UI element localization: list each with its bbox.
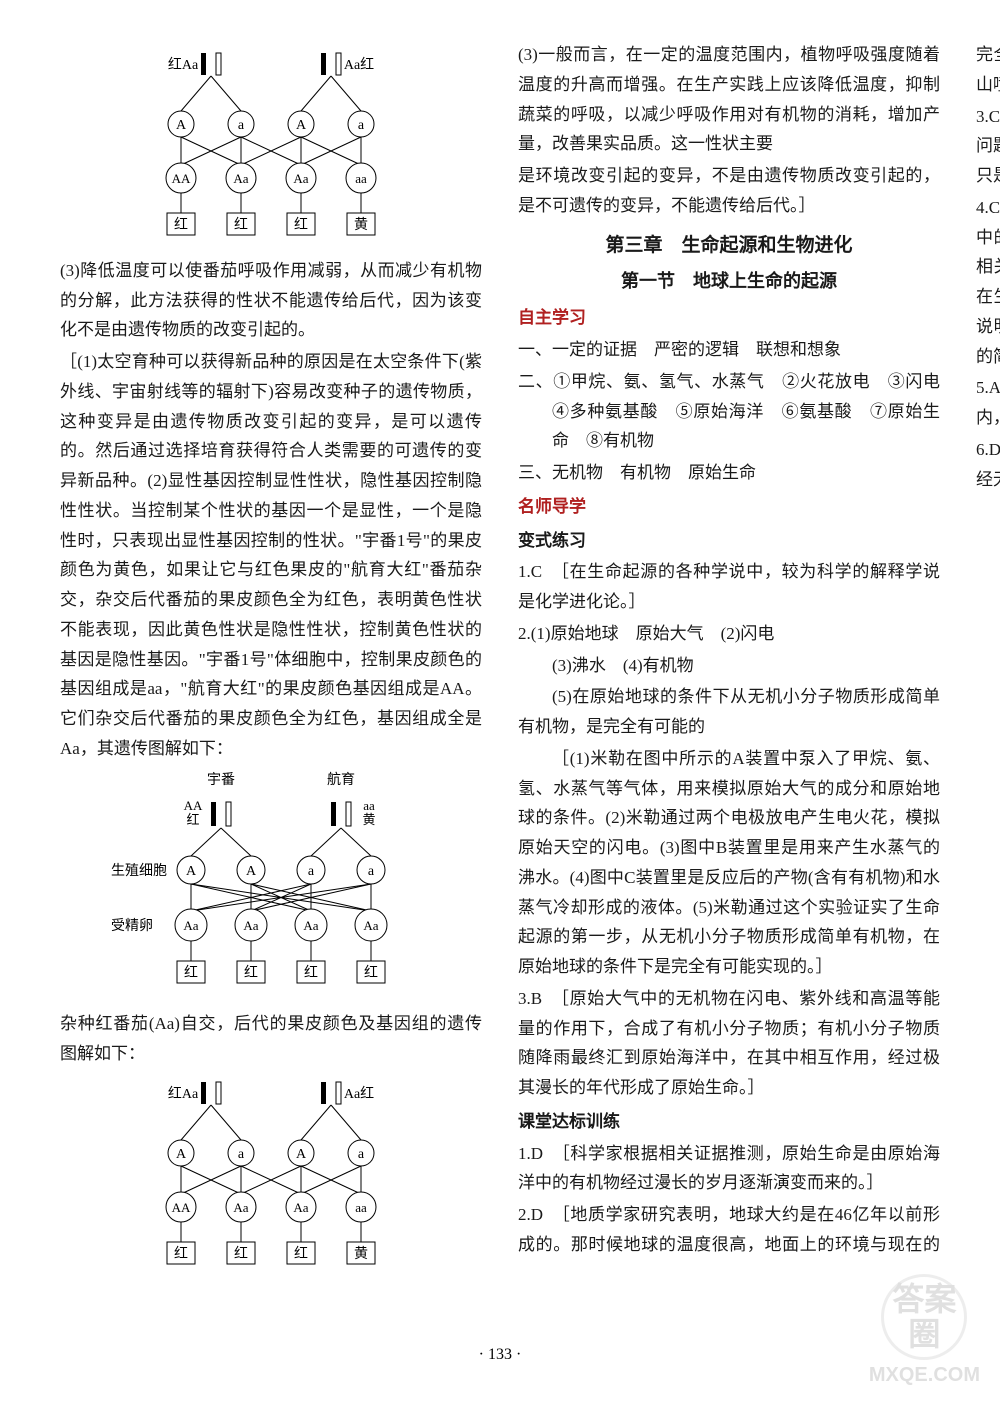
svg-text:aa: aa	[355, 171, 367, 186]
kt-3: 3.C ［科学的推断要根据自己已有的知识和生活经验对问题的答案作出假设。A、B、…	[976, 102, 1000, 191]
svg-text:a: a	[308, 864, 315, 879]
kt-1: 1.D ［科学家根据相关证据推测，原始生命是由原始海洋中的有机物经过漫长的岁月逐…	[518, 1139, 940, 1199]
diagram-1: 红AaAa红AaAaAA红Aa红Aa红aa黄	[60, 46, 482, 246]
diagram-3: 红AaAa红AaAaAA红Aa红Aa红aa黄	[60, 1075, 482, 1275]
svg-text:A: A	[296, 118, 307, 133]
svg-text:宇番: 宇番	[207, 772, 235, 788]
para-1: (3)降低温度可以使番茄呼吸作用减弱，从而减少有机物的分解，此方法获得的性状不能…	[60, 256, 482, 345]
svg-text:受精卵: 受精卵	[111, 918, 153, 934]
kt-6: 6.D ［生命的起源是个漫长的过程，当时的地球条件已经无法再现。科学家推测，原始…	[976, 435, 1000, 495]
svg-text:红Aa: 红Aa	[168, 1086, 199, 1102]
zizhu-1: 一、一定的证据 严密的逻辑 联想和想象	[518, 335, 940, 365]
svg-text:航育: 航育	[327, 772, 355, 788]
svg-text:A: A	[246, 864, 257, 879]
svg-text:红: 红	[364, 965, 378, 981]
svg-text:黄: 黄	[354, 1245, 368, 1262]
zizhu-2: 二、①甲烷、氨、氢气、水蒸气 ②火花放电 ③闪电 ④多种氨基酸 ⑤原始海洋 ⑥氨…	[518, 367, 940, 456]
svg-text:Aa红: Aa红	[344, 1086, 374, 1102]
svg-text:红: 红	[174, 217, 188, 233]
svg-text:AA: AA	[172, 171, 191, 186]
svg-text:a: a	[358, 1147, 365, 1162]
section-title: 第一节 地球上生命的起源	[518, 266, 940, 298]
svg-text:a: a	[358, 118, 365, 133]
page-number: · 133 ·	[0, 1346, 1000, 1364]
bs-2b: (3)沸水 (4)有机物	[518, 651, 940, 681]
svg-text:红: 红	[184, 965, 198, 981]
kt-4: 4.C ［化学起源学说认为生命起源于非生命物质，而题中的资料记载陨石中除含有大量…	[976, 193, 1000, 372]
svg-text:a: a	[238, 118, 245, 133]
watermark: 答案圈 MXQE.COM	[869, 1274, 980, 1386]
bs-3: 3.B ［原始大气中的无机物在闪电、紫外线和高温等能量的作用下，合成了有机小分子…	[518, 984, 940, 1103]
svg-text:红: 红	[294, 217, 308, 233]
svg-text:Aa: Aa	[303, 918, 318, 933]
svg-text:A: A	[176, 1147, 187, 1162]
svg-text:红: 红	[234, 1246, 248, 1262]
svg-text:Aa: Aa	[243, 918, 258, 933]
right-continuation: 是环境改变引起的变异，不是由遗传物质改变引起的，是不可遗传的变异，不能遗传给后代…	[518, 161, 940, 221]
svg-text:Aa: Aa	[233, 171, 248, 186]
watermark-sub: MXQE.COM	[869, 1364, 980, 1386]
bs-2a: 2.(1)原始地球 原始大气 (2)闪电	[518, 619, 940, 649]
svg-text:红Aa: 红Aa	[168, 57, 199, 73]
svg-text:A: A	[296, 1147, 307, 1162]
heading-bianshi: 变式练习	[518, 526, 940, 556]
heading-ketang: 课堂达标训练	[518, 1107, 940, 1137]
svg-text:Aa红: Aa红	[344, 57, 374, 73]
kt-5: 5.A ［根据试题的描述可知，古老沉积物存在于温泉内，说明最初的生命可能是在陆地…	[976, 373, 1000, 433]
svg-text:Aa: Aa	[363, 918, 378, 933]
svg-text:Aa: Aa	[293, 1200, 308, 1215]
para-4: (3)一般而言，在一定的温度范围内，植物呼吸强度随着温度的升高而增强。在生产实践…	[518, 40, 940, 159]
svg-text:生殖细胞: 生殖细胞	[111, 862, 167, 879]
chapter-title: 第三章 生命起源和生物进化	[518, 229, 940, 262]
svg-text:红: 红	[174, 1246, 188, 1262]
svg-text:红: 红	[234, 217, 248, 233]
para-2: ［(1)太空育种可以获得新品种的原因是在太空条件下(紫外线、宇宙射线等的辐射下)…	[60, 347, 482, 764]
zizhu-3: 三、无机物 有机物 原始生命	[518, 458, 940, 488]
svg-text:AA: AA	[172, 1200, 191, 1215]
svg-text:aa: aa	[363, 798, 375, 813]
diagram-2: 宇番航育AA红aa黄生殖细胞AAaa受精卵Aa红Aa红Aa红Aa红	[60, 770, 482, 1000]
svg-text:Aa: Aa	[293, 171, 308, 186]
svg-text:红: 红	[186, 812, 199, 827]
heading-zizhu: 自主学习	[518, 303, 940, 333]
bs-2d: ［(1)米勒在图中所示的A装置中泵入了甲烷、氨、氢、水蒸气等气体，用来模拟原始大…	[518, 744, 940, 982]
svg-text:A: A	[186, 864, 197, 879]
svg-text:a: a	[238, 1147, 245, 1162]
watermark-circle-text: 答案圈	[884, 1282, 964, 1352]
svg-text:Aa: Aa	[233, 1200, 248, 1215]
svg-text:Aa: Aa	[183, 918, 198, 933]
svg-text:AA: AA	[184, 798, 203, 813]
svg-text:黄: 黄	[362, 812, 375, 827]
bs-1: 1.C ［在生命起源的各种学说中，较为科学的解释学说是化学进化论。］	[518, 557, 940, 617]
svg-text:红: 红	[304, 965, 318, 981]
svg-text:黄: 黄	[354, 216, 368, 233]
svg-text:aa: aa	[355, 1200, 367, 1215]
svg-text:a: a	[368, 864, 375, 879]
svg-text:红: 红	[294, 1246, 308, 1262]
svg-text:A: A	[176, 118, 187, 133]
heading-mingshi: 名师导学	[518, 492, 940, 522]
bs-2c: (5)在原始地球的条件下从无机小分子物质形成简单有机物，是完全有可能的	[518, 682, 940, 742]
svg-text:红: 红	[244, 965, 258, 981]
para-3: 杂种红番茄(Aa)自交，后代的果皮颜色及基因组的遗传图解如下：	[60, 1009, 482, 1069]
